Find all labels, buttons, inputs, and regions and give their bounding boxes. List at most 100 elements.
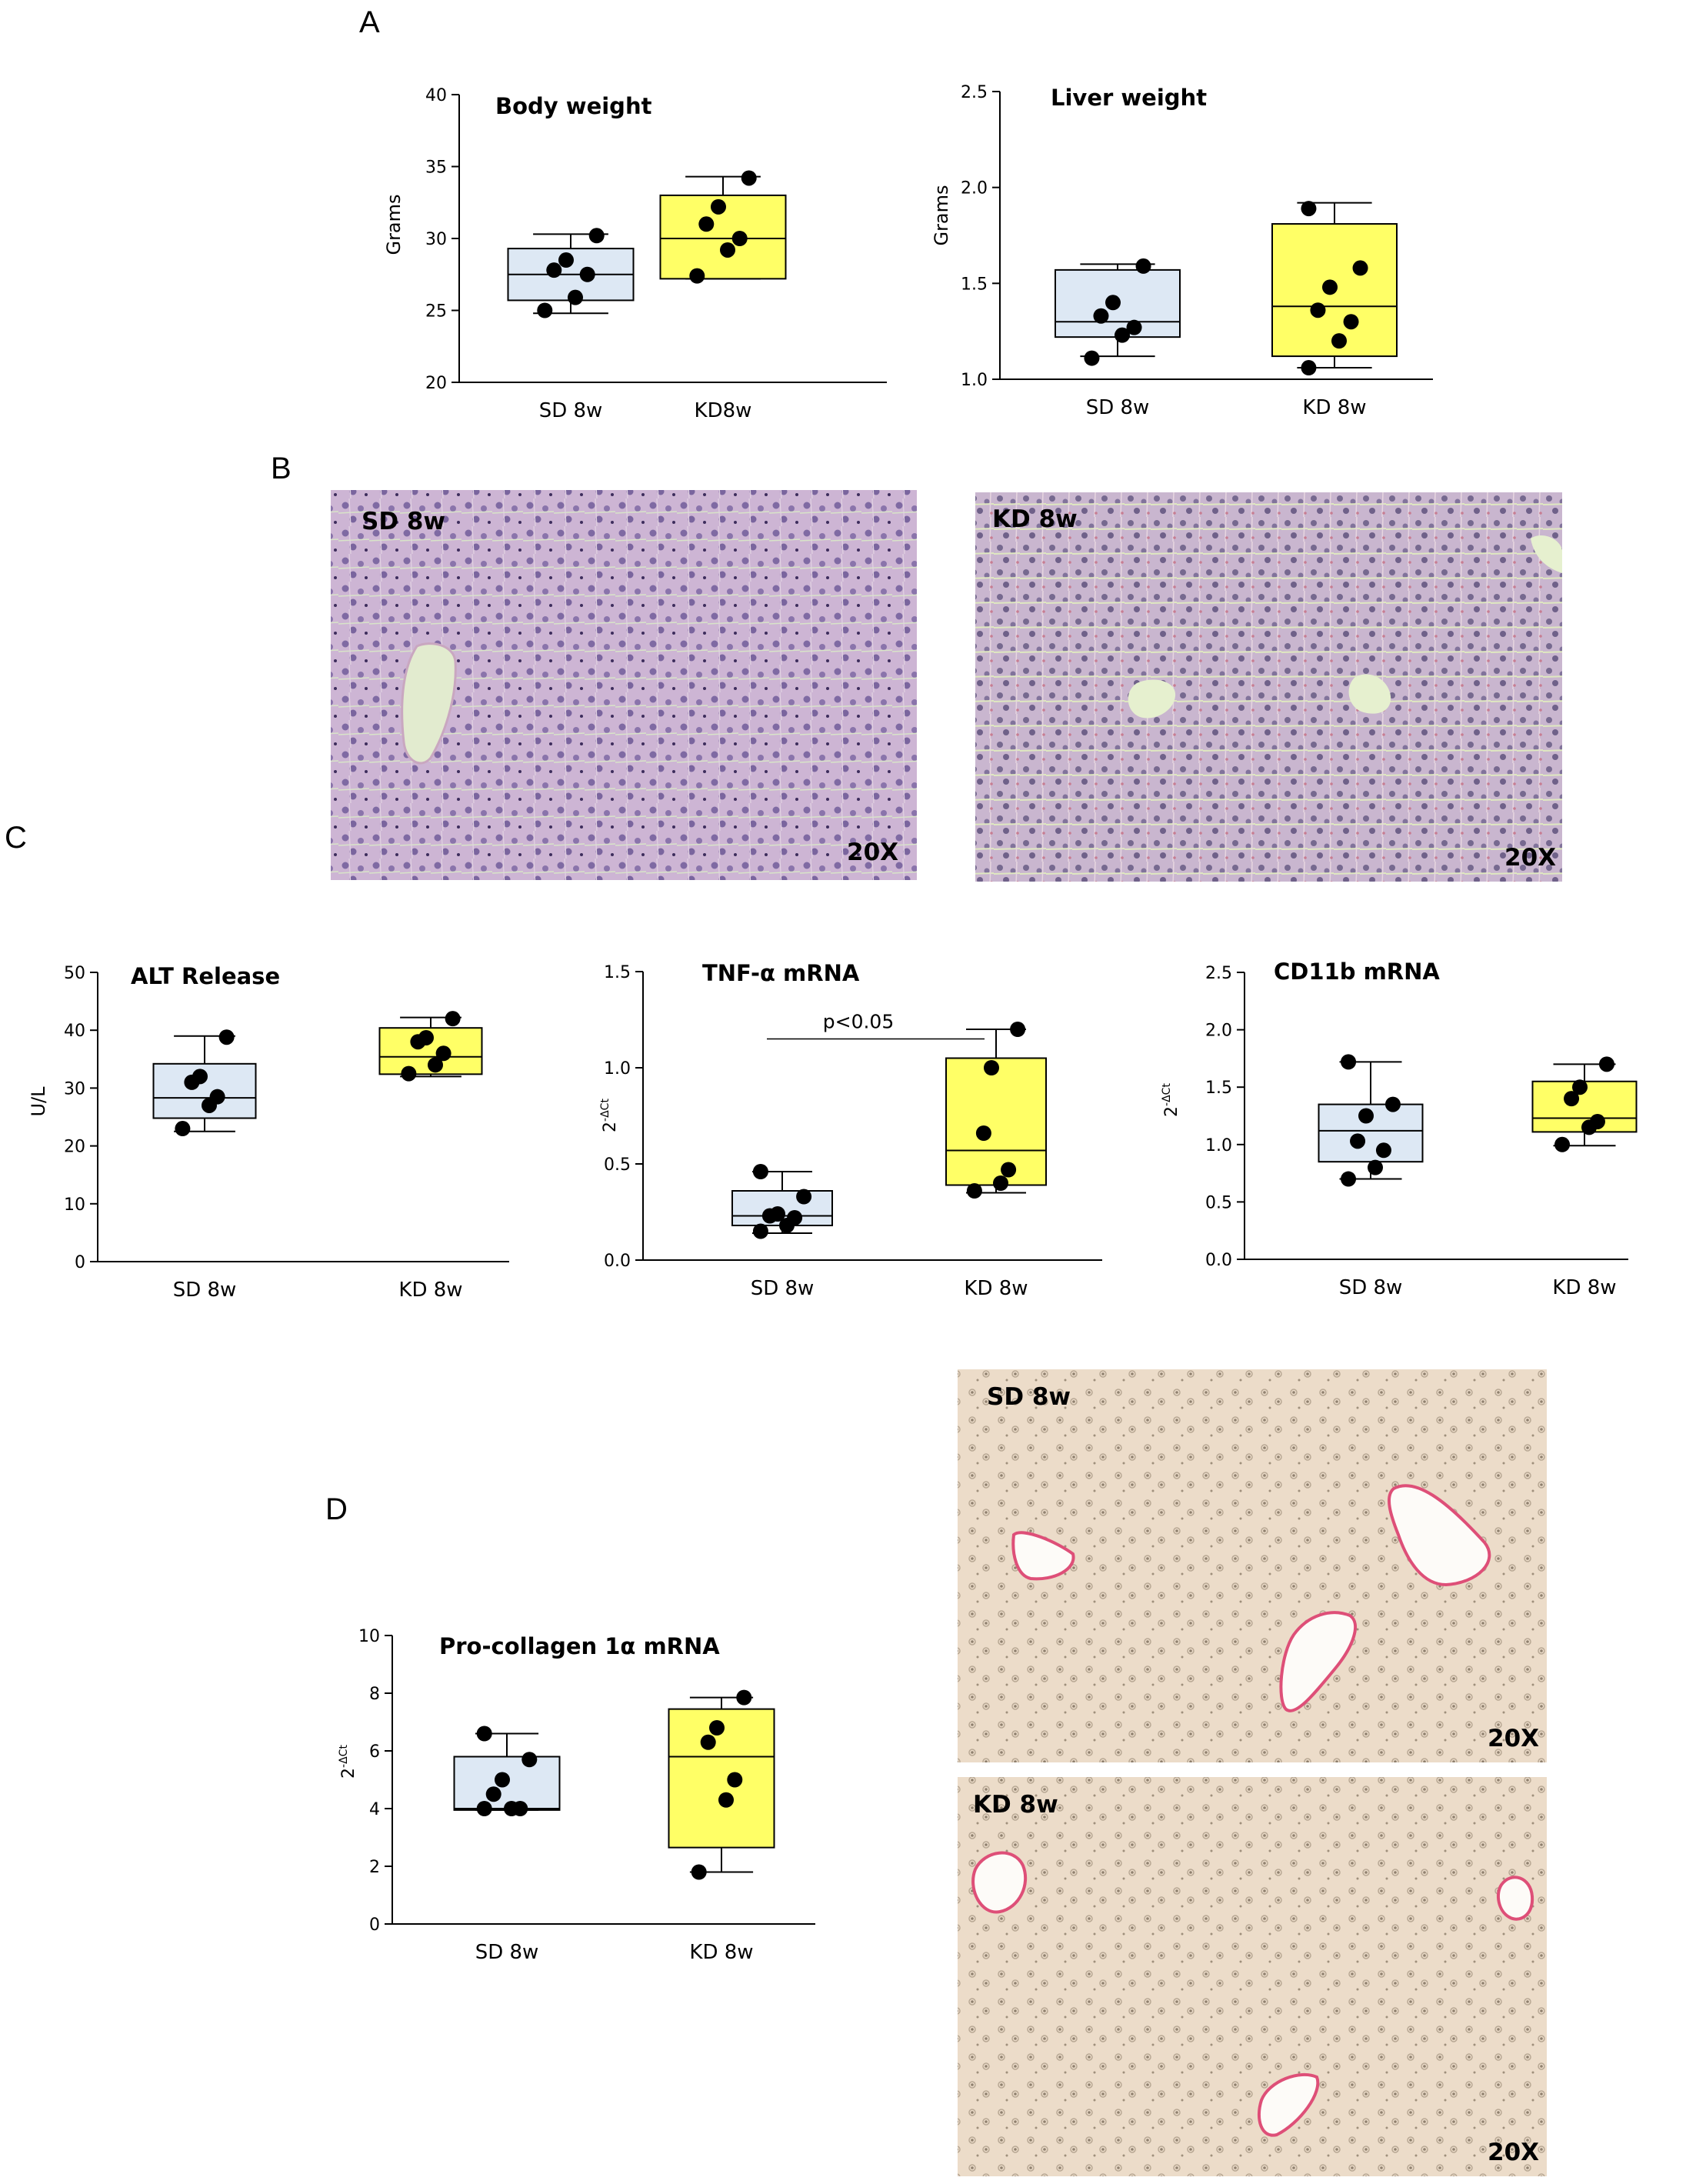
y-tick-label: 1.0: [961, 371, 988, 390]
chart-liver-weight: 1.0 1.5 2.0 2.5 Liver weight Grams SD 8w KD 8w: [931, 83, 1433, 419]
chart-title: Pro-collagen 1α mRNA: [439, 1633, 720, 1659]
data-point: [1310, 302, 1326, 318]
chart-body-weight: 20 25 30 35 40 Body weight Grams SD 8w KD8w: [383, 86, 887, 422]
data-point: [700, 1734, 716, 1750]
data-point: [993, 1175, 1008, 1191]
significance-label: p<0.05: [823, 1011, 894, 1033]
vessel-shape: [1348, 674, 1391, 714]
y-tick-label: 10: [64, 1195, 85, 1215]
category-label: SD 8w: [1339, 1276, 1403, 1299]
y-tick-label: 30: [425, 230, 447, 249]
y-axis-title: 2-ΔCt: [338, 1745, 358, 1779]
panel-letter-a: A: [359, 5, 380, 39]
data-point: [1105, 295, 1121, 311]
panel-letter-d: D: [325, 1492, 348, 1526]
data-point: [1135, 258, 1151, 274]
box-group-kd: [659, 170, 787, 284]
y-tick-label: 2.0: [1205, 1022, 1232, 1041]
y-tick-label: 50: [64, 964, 85, 983]
y-tick-label: 0.5: [1205, 1193, 1232, 1212]
data-point: [711, 198, 726, 215]
data-point: [1343, 314, 1359, 330]
micrograph-he-kd-image: [975, 492, 1562, 882]
category-label: KD 8w: [1302, 396, 1366, 419]
box-group-sd: [1055, 258, 1181, 366]
chart-title: TNF-α mRNA: [702, 960, 860, 986]
data-point: [1001, 1162, 1017, 1178]
data-point: [727, 1772, 743, 1788]
y-tick-label: 2.5: [1205, 964, 1232, 983]
y-tick-label: 8: [369, 1685, 380, 1704]
chart-title: Body weight: [495, 93, 652, 119]
category-label: KD 8w: [964, 1277, 1028, 1300]
micrograph-picro-sd-mag: 20X: [1488, 1725, 1539, 1752]
category-label: KD 8w: [1552, 1276, 1616, 1299]
data-point: [1352, 260, 1368, 276]
vessel-shape: [1279, 1611, 1358, 1712]
panel-letter-b: B: [271, 452, 292, 485]
chart-title: Liver weight: [1051, 85, 1207, 111]
data-point: [1350, 1133, 1366, 1149]
chart-title: CD11b mRNA: [1274, 959, 1440, 985]
panel-letter-c: C: [5, 821, 27, 855]
y-tick-label: 20: [425, 374, 447, 393]
y-tick-label: 35: [425, 158, 447, 178]
category-label: SD 8w: [173, 1279, 237, 1302]
micrograph-picro-kd: KD 8w 20X: [958, 1777, 1547, 2176]
data-point: [1358, 1108, 1374, 1124]
box-iqr: [945, 1057, 1047, 1186]
data-point: [1384, 1096, 1401, 1112]
vessel-shape: [1128, 679, 1176, 719]
box-iqr: [1055, 268, 1181, 338]
data-point: [736, 1689, 752, 1706]
y-tick-label: 0: [75, 1253, 85, 1272]
y-tick-label: 2: [369, 1858, 380, 1877]
data-point: [698, 216, 715, 232]
box-group-kd: [668, 1689, 775, 1880]
y-tick-label: 1.5: [1205, 1079, 1232, 1098]
data-point: [1322, 279, 1338, 295]
y-axis-title: 2-ΔCt: [1161, 1083, 1181, 1117]
data-point: [1564, 1091, 1580, 1107]
box-group-sd: [453, 1726, 561, 1816]
data-point: [558, 252, 574, 268]
data-point: [1589, 1113, 1605, 1129]
data-point: [689, 268, 705, 284]
data-point: [192, 1069, 208, 1085]
y-tick-label: 2.0: [961, 179, 988, 198]
chart-title: ALT Release: [131, 963, 280, 989]
data-point: [752, 1223, 768, 1239]
chart-alt-release: 0 10 20 30 40 50 ALT Release U/L SD 8w KD 8w: [28, 963, 509, 1302]
y-tick-label: 2.5: [961, 83, 988, 102]
micrograph-he-sd-mag: 20X: [847, 839, 898, 866]
category-label: SD 8w: [751, 1277, 815, 1300]
data-point: [796, 1189, 812, 1205]
category-label: KD8w: [695, 399, 752, 422]
data-point: [1341, 1171, 1357, 1187]
micrograph-he-sd-label: SD 8w: [362, 508, 445, 535]
data-point: [476, 1726, 492, 1742]
box-group-sd: [152, 1029, 257, 1137]
data-point: [401, 1065, 417, 1082]
y-tick-label: 30: [64, 1079, 85, 1099]
y-tick-label: 0.0: [604, 1252, 631, 1271]
micrograph-picro-kd-label: KD 8w: [973, 1791, 1058, 1819]
data-point: [691, 1864, 707, 1880]
vessel-shape: [1257, 2072, 1320, 2137]
y-tick-label: 6: [369, 1742, 380, 1762]
data-point: [521, 1752, 538, 1768]
data-point: [428, 1057, 443, 1073]
data-point: [1010, 1022, 1026, 1037]
data-point: [476, 1801, 492, 1816]
y-axis-title: 2-ΔCt: [599, 1099, 620, 1132]
data-point: [1115, 327, 1130, 343]
box-group-kd: [378, 1011, 483, 1082]
data-point: [435, 1045, 451, 1062]
data-point: [752, 1164, 768, 1179]
data-point: [485, 1786, 501, 1802]
data-point: [1341, 1054, 1357, 1070]
data-point: [709, 1720, 725, 1736]
box-group-kd: [1531, 1056, 1638, 1152]
y-tick-label: 1.5: [961, 275, 988, 294]
